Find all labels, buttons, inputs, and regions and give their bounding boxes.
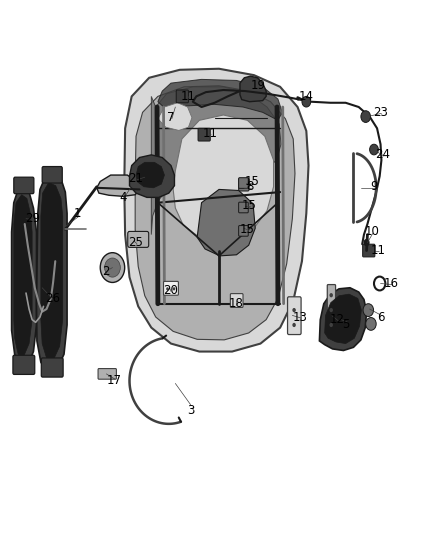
- FancyBboxPatch shape: [128, 231, 149, 247]
- Text: 29: 29: [25, 212, 39, 225]
- Circle shape: [370, 144, 378, 155]
- Text: 10: 10: [364, 225, 379, 238]
- Text: 13: 13: [292, 311, 307, 324]
- Polygon shape: [124, 69, 308, 352]
- Text: 8: 8: [246, 180, 253, 193]
- Text: 25: 25: [129, 236, 144, 249]
- Text: 21: 21: [128, 172, 144, 185]
- Text: 17: 17: [107, 374, 122, 387]
- Text: 16: 16: [384, 277, 399, 290]
- Text: 12: 12: [329, 313, 344, 326]
- FancyBboxPatch shape: [13, 356, 35, 374]
- Text: 26: 26: [45, 292, 60, 305]
- Text: 20: 20: [162, 284, 177, 297]
- Circle shape: [329, 323, 333, 327]
- Text: 15: 15: [240, 223, 255, 236]
- Polygon shape: [325, 294, 361, 344]
- Text: 24: 24: [375, 148, 390, 161]
- Polygon shape: [12, 185, 36, 368]
- Circle shape: [292, 323, 296, 327]
- Polygon shape: [14, 195, 32, 357]
- Polygon shape: [319, 288, 367, 351]
- Circle shape: [329, 293, 333, 297]
- Circle shape: [361, 111, 371, 123]
- Polygon shape: [130, 155, 174, 197]
- Circle shape: [364, 239, 370, 246]
- Polygon shape: [158, 103, 192, 131]
- Text: 11: 11: [371, 244, 386, 257]
- Circle shape: [302, 96, 311, 107]
- Text: 15: 15: [244, 175, 259, 188]
- Circle shape: [166, 287, 169, 290]
- FancyBboxPatch shape: [239, 178, 249, 191]
- FancyBboxPatch shape: [198, 128, 210, 141]
- Circle shape: [292, 308, 296, 312]
- Text: 9: 9: [370, 180, 378, 193]
- Text: 3: 3: [187, 403, 194, 416]
- Polygon shape: [135, 86, 295, 340]
- Polygon shape: [158, 79, 283, 120]
- Text: 15: 15: [242, 199, 257, 212]
- Polygon shape: [173, 115, 274, 240]
- FancyBboxPatch shape: [239, 225, 248, 236]
- Circle shape: [100, 253, 125, 282]
- FancyBboxPatch shape: [239, 202, 248, 213]
- FancyBboxPatch shape: [327, 285, 336, 336]
- Text: 5: 5: [342, 319, 349, 332]
- Polygon shape: [136, 163, 164, 188]
- Text: 4: 4: [119, 191, 127, 204]
- FancyBboxPatch shape: [42, 166, 62, 183]
- FancyBboxPatch shape: [239, 177, 248, 188]
- Text: 11: 11: [181, 90, 196, 103]
- Text: 7: 7: [167, 111, 175, 124]
- FancyBboxPatch shape: [98, 368, 117, 379]
- Text: 1: 1: [73, 207, 81, 220]
- Polygon shape: [97, 175, 140, 196]
- FancyBboxPatch shape: [230, 294, 243, 308]
- Polygon shape: [41, 182, 63, 361]
- Text: 18: 18: [229, 297, 244, 310]
- Text: 23: 23: [373, 106, 388, 119]
- Circle shape: [329, 308, 333, 312]
- FancyBboxPatch shape: [163, 281, 178, 295]
- Text: 2: 2: [102, 265, 109, 278]
- FancyBboxPatch shape: [363, 244, 375, 257]
- Polygon shape: [197, 189, 255, 256]
- Polygon shape: [151, 87, 281, 235]
- FancyBboxPatch shape: [41, 358, 63, 377]
- Text: 19: 19: [251, 79, 266, 92]
- FancyBboxPatch shape: [14, 177, 34, 193]
- Polygon shape: [36, 173, 67, 373]
- Polygon shape: [240, 76, 266, 102]
- Text: 11: 11: [203, 127, 218, 140]
- Circle shape: [366, 318, 376, 330]
- Circle shape: [173, 287, 175, 290]
- Text: 14: 14: [299, 90, 314, 103]
- Circle shape: [363, 304, 374, 317]
- FancyBboxPatch shape: [176, 90, 188, 103]
- Circle shape: [105, 258, 120, 277]
- FancyBboxPatch shape: [288, 297, 301, 335]
- Text: 6: 6: [377, 311, 384, 324]
